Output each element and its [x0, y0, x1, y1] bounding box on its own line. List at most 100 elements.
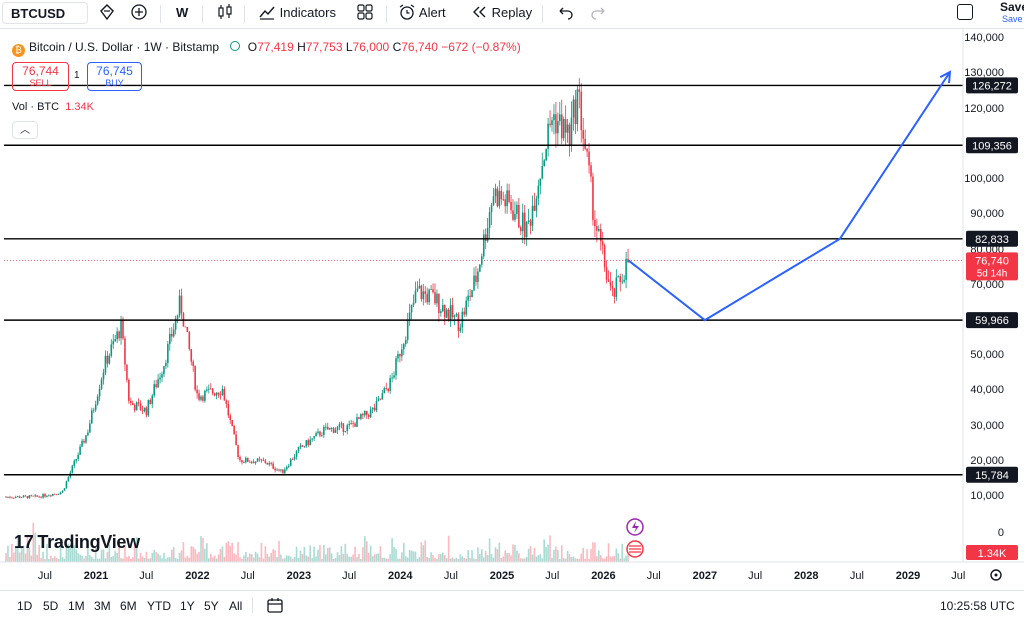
- add-symbol-button[interactable]: [130, 3, 148, 23]
- layout-checkbox[interactable]: [957, 4, 973, 20]
- volume-bar: [186, 555, 189, 562]
- candle-body: [406, 320, 409, 340]
- tradingview-logo[interactable]: 17 TradingView: [14, 532, 140, 553]
- range-3m[interactable]: 3M: [94, 599, 111, 613]
- candle-body: [498, 190, 501, 207]
- volume-bar: [30, 555, 33, 562]
- volume-bar: [169, 557, 171, 562]
- candle-body: [330, 427, 333, 429]
- compare-button[interactable]: [98, 3, 116, 23]
- volume-bar: [112, 556, 115, 562]
- price-chart[interactable]: 010,00020,00030,00040,00050,00060,00070,…: [0, 28, 1024, 590]
- candle-body: [340, 423, 343, 425]
- collapse-legend-button[interactable]: ︿: [12, 121, 38, 139]
- symbol-title[interactable]: Bitcoin / U.S. Dollar · 1W · Bitstamp: [29, 40, 220, 54]
- volume-bar: [590, 549, 592, 562]
- candle-body: [334, 430, 337, 433]
- volume-bar: [227, 541, 230, 562]
- range-1d[interactable]: 1D: [17, 599, 33, 613]
- range-6m[interactable]: 6M: [120, 599, 137, 613]
- chart-type-button[interactable]: [216, 3, 234, 23]
- candle-body: [520, 227, 522, 232]
- volume-bar: [410, 550, 413, 562]
- range-ytd[interactable]: YTD: [147, 599, 171, 613]
- events-icons[interactable]: [626, 518, 644, 558]
- alert-button[interactable]: Alert: [398, 3, 446, 23]
- save-button[interactable]: Save: [1000, 0, 1024, 14]
- utc-clock[interactable]: 10:25:58 UTC: [940, 599, 1015, 613]
- buy-button[interactable]: 76,745 BUY: [87, 62, 142, 91]
- volume-bar: [434, 557, 436, 562]
- volume-bar: [289, 556, 292, 562]
- range-1y[interactable]: 1Y: [180, 599, 195, 613]
- volume-bar: [603, 558, 606, 562]
- candle-body: [580, 91, 583, 131]
- symbol-search[interactable]: BTCUSD: [2, 2, 88, 24]
- volume-bar: [541, 558, 544, 562]
- volume-bar: [582, 547, 584, 562]
- candle-body: [516, 204, 518, 214]
- volume-bar: [601, 558, 604, 562]
- volume-bar: [221, 546, 224, 562]
- candle-body: [198, 393, 200, 400]
- volume-bar: [87, 544, 89, 562]
- volume-bar: [176, 558, 179, 562]
- redo-button[interactable]: [590, 3, 608, 23]
- candle-body: [139, 403, 142, 411]
- volume-bar: [494, 547, 497, 562]
- sell-button[interactable]: 76,744 SELL: [12, 62, 69, 91]
- candle-body: [566, 124, 569, 133]
- volume-bar: [96, 558, 99, 562]
- candle-body: [603, 245, 606, 268]
- layouts-button[interactable]: [356, 3, 374, 23]
- candle-body: [202, 396, 204, 401]
- candle-body: [385, 388, 388, 390]
- volume-bar: [130, 558, 132, 562]
- date-range-button[interactable]: [266, 596, 284, 614]
- volume-bar: [438, 554, 440, 562]
- candle-body: [332, 427, 335, 433]
- candle-body: [112, 341, 115, 345]
- range-5d[interactable]: 5D: [43, 599, 59, 613]
- volume-bar: [373, 554, 376, 562]
- undo-button[interactable]: [556, 3, 574, 23]
- candle-body: [525, 221, 528, 238]
- volume-bar: [248, 553, 251, 562]
- volume-bar: [57, 558, 60, 562]
- volume-bar: [313, 546, 315, 562]
- x-tick-label: Jul: [850, 570, 864, 582]
- settings-button[interactable]: [990, 569, 1002, 581]
- x-tick-label: 2021: [84, 570, 108, 582]
- candle-body: [465, 300, 467, 315]
- volume-bar: [406, 557, 409, 562]
- candle-body: [328, 428, 331, 430]
- volume-bar: [553, 549, 555, 562]
- candle-body: [502, 199, 505, 201]
- volume-bar: [383, 557, 386, 562]
- level-price-text: 59,966: [975, 315, 1009, 327]
- volume-bar: [286, 555, 288, 562]
- candle-body: [83, 440, 85, 443]
- volume-bar: [98, 558, 101, 562]
- interval-button[interactable]: W: [176, 5, 189, 20]
- candle-body: [475, 275, 477, 283]
- candle-body: [130, 400, 132, 404]
- candle-body: [256, 458, 259, 462]
- volume-bar: [137, 558, 140, 562]
- indicators-button[interactable]: Indicators: [258, 3, 336, 23]
- candle-body: [584, 138, 586, 149]
- range-1m[interactable]: 1M: [68, 599, 85, 613]
- candle-body: [321, 434, 323, 436]
- range-5y[interactable]: 5Y: [204, 599, 219, 613]
- range-all[interactable]: All: [229, 599, 243, 613]
- replay-button[interactable]: Replay: [470, 3, 532, 23]
- x-tick-label: Jul: [139, 570, 153, 582]
- candle-body: [200, 396, 202, 400]
- candle-body: [373, 407, 376, 411]
- high-value: 77,753: [305, 40, 343, 54]
- projection-line[interactable]: [627, 71, 951, 322]
- candle-body: [13, 497, 15, 499]
- volume-bar: [14, 546, 17, 562]
- candle-body: [272, 463, 274, 469]
- volume-bar: [211, 557, 214, 562]
